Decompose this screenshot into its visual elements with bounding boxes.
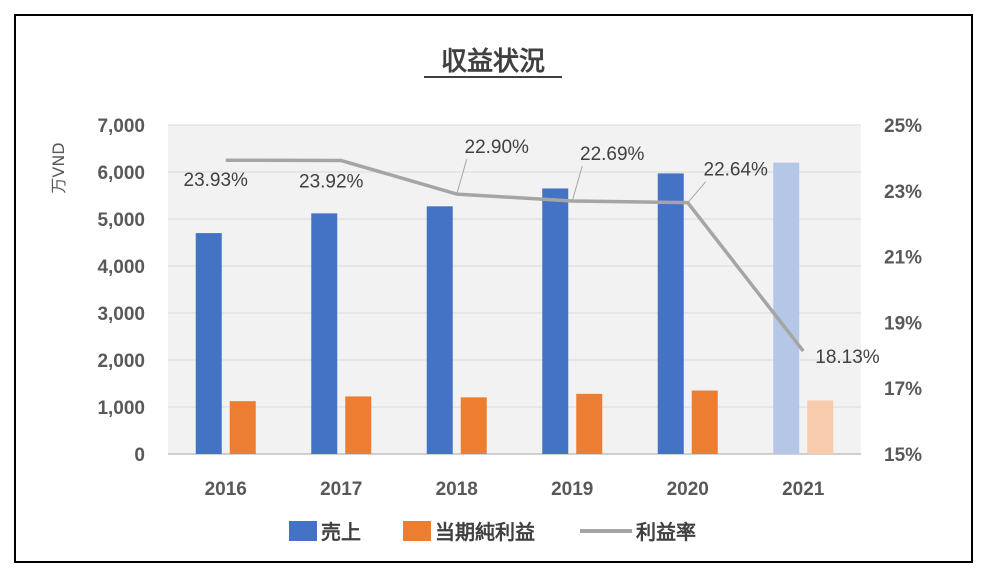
x-tick-label: 2021: [782, 479, 825, 500]
leader-line: [456, 158, 468, 195]
data-label-profit-rate: 18.13%: [815, 347, 880, 368]
gridlines: [168, 124, 861, 455]
data-label-profit-rate: 22.64%: [704, 160, 769, 181]
y2-tick-label: 19%: [884, 313, 922, 334]
x-tick-label: 2016: [205, 479, 247, 500]
bar-net-profit: [691, 390, 718, 454]
y-tick-label: 7,000: [97, 116, 145, 137]
plot-area: [168, 125, 861, 454]
x-tick-label: 2020: [667, 479, 709, 500]
bar-net-profit: [229, 401, 256, 454]
data-label-profit-rate: 22.69%: [580, 144, 645, 165]
bar-net-profit: [460, 397, 487, 454]
bar-sales: [311, 213, 338, 454]
bar-sales: [542, 188, 569, 454]
data-label-profit-rate: 23.92%: [299, 172, 364, 193]
x-tick-label: 2017: [320, 479, 362, 500]
bar-sales: [195, 233, 222, 454]
data-labels: 23.93% 23.92% 22.90% 22.69% 22.64% 18.13%: [184, 137, 880, 368]
y2-tick-label: 15%: [884, 445, 922, 466]
y2-tick-label: 21%: [884, 248, 922, 269]
bars: [195, 162, 834, 454]
legend-label-net-profit: 当期純利益: [435, 520, 535, 544]
y2-tick-label: 17%: [884, 379, 922, 400]
y2-tick-label: 23%: [884, 182, 922, 203]
data-label-profit-rate: 23.93%: [184, 170, 249, 191]
legend-swatch-net-profit: [403, 521, 431, 541]
y-axis-label: 万VND: [49, 142, 68, 193]
leader-line: [571, 165, 583, 202]
y-tick-label: 1,000: [97, 398, 145, 419]
bar-sales: [773, 162, 800, 454]
y-tick-label: 5,000: [97, 210, 145, 231]
chart-title: 収益状況: [441, 47, 545, 77]
bar-sales: [426, 206, 453, 454]
legend: 売上 当期純利益 利益率: [289, 520, 696, 544]
x-tick-label: 2018: [436, 479, 478, 500]
y-tick-label: 4,000: [97, 257, 145, 278]
legend-swatch-sales: [289, 521, 317, 541]
line-profit-rate: [225, 158, 805, 353]
leader-line: [687, 181, 707, 203]
bar-net-profit: [807, 400, 834, 454]
bar-sales: [657, 173, 684, 454]
profit-rate-line: [225, 158, 805, 353]
y2-tick-label: 25%: [884, 116, 922, 137]
legend-label-sales: 売上: [321, 520, 361, 544]
y-tick-label: 3,000: [97, 304, 145, 325]
bar-net-profit: [576, 393, 603, 454]
x-axis-ticks: 2016 2017 2018 2019 2020 2021: [205, 479, 825, 500]
bar-net-profit: [345, 396, 372, 454]
y-tick-label: 0: [134, 445, 145, 466]
data-label-profit-rate: 22.90%: [465, 137, 530, 158]
label-leader-lines: [456, 158, 707, 203]
y2-axis-ticks: 15% 17% 19% 21% 23% 25%: [884, 116, 922, 466]
x-tick-label: 2019: [551, 479, 593, 500]
y-axis-ticks: 0 1,000 2,000 3,000 4,000 5,000 6,000 7,000: [97, 116, 145, 466]
y-tick-label: 6,000: [97, 163, 145, 184]
y-tick-label: 2,000: [97, 351, 145, 372]
legend-label-profit-rate: 利益率: [636, 520, 696, 544]
